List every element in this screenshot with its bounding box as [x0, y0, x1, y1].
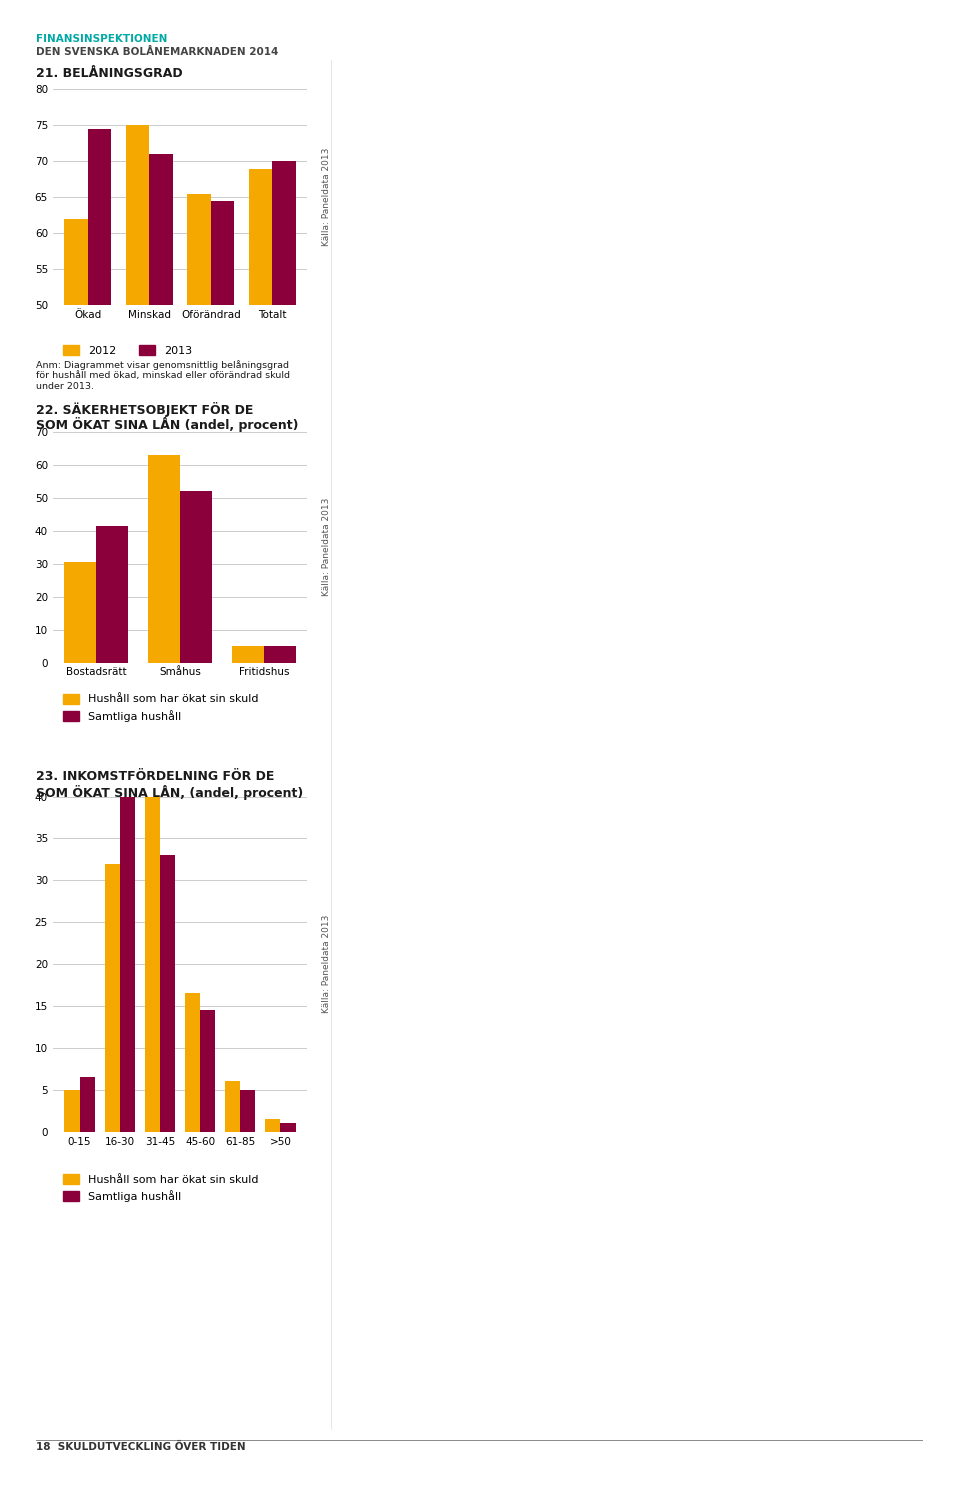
- Bar: [225, 1081, 240, 1132]
- Text: för hushåll med ökad, minskad eller oförändrad skuld: för hushåll med ökad, minskad eller oför…: [36, 371, 291, 380]
- Bar: [64, 219, 87, 666]
- Bar: [145, 797, 160, 1132]
- Text: 23. INKOMSTFÖRDELNING FÖR DE: 23. INKOMSTFÖRDELNING FÖR DE: [36, 770, 275, 783]
- Text: Anm: Diagrammet visar genomsnittlig belåningsgrad: Anm: Diagrammet visar genomsnittlig belå…: [36, 360, 290, 369]
- Bar: [185, 993, 200, 1132]
- Bar: [273, 161, 296, 666]
- Bar: [126, 125, 149, 666]
- Bar: [265, 1120, 280, 1132]
- Text: DEN SVENSKA BOLÅNEMARKNADEN 2014: DEN SVENSKA BOLÅNEMARKNADEN 2014: [36, 48, 278, 57]
- Bar: [200, 1010, 215, 1132]
- Bar: [105, 864, 120, 1132]
- Text: 21. BELÅNINGSGRAD: 21. BELÅNINGSGRAD: [36, 67, 183, 80]
- Bar: [80, 1077, 95, 1132]
- Bar: [280, 1123, 296, 1132]
- Text: FINANSINSPEKTIONEN: FINANSINSPEKTIONEN: [36, 34, 168, 43]
- Bar: [187, 194, 211, 666]
- Bar: [96, 526, 128, 663]
- Text: 18  SKULDUTVECKLING ÖVER TIDEN: 18 SKULDUTVECKLING ÖVER TIDEN: [36, 1443, 246, 1452]
- Bar: [148, 456, 180, 663]
- Legend: 2012, 2013: 2012, 2013: [59, 341, 197, 360]
- Bar: [160, 855, 175, 1132]
- Bar: [149, 153, 173, 666]
- Bar: [180, 491, 212, 663]
- Bar: [64, 1090, 80, 1132]
- Bar: [249, 168, 273, 666]
- Bar: [264, 646, 296, 663]
- Text: Källa: Paneldata 2013: Källa: Paneldata 2013: [323, 147, 331, 247]
- Text: under 2013.: under 2013.: [36, 381, 94, 390]
- Legend: Hushåll som har ökat sin skuld, Samtliga hushåll: Hushåll som har ökat sin skuld, Samtliga…: [59, 689, 263, 727]
- Bar: [211, 201, 234, 666]
- Text: SOM ÖKAT SINA LÅN, (andel, procent): SOM ÖKAT SINA LÅN, (andel, procent): [36, 785, 303, 800]
- Text: 22. SÄKERHETSOBJEKT FÖR DE: 22. SÄKERHETSOBJEKT FÖR DE: [36, 402, 253, 417]
- Bar: [64, 561, 96, 663]
- Bar: [232, 646, 264, 663]
- Legend: Hushåll som har ökat sin skuld, Samtliga hushåll: Hushåll som har ökat sin skuld, Samtliga…: [59, 1169, 263, 1206]
- Text: SOM ÖKAT SINA LÅN (andel, procent): SOM ÖKAT SINA LÅN (andel, procent): [36, 417, 299, 432]
- Bar: [120, 797, 135, 1132]
- Text: Källa: Paneldata 2013: Källa: Paneldata 2013: [323, 497, 331, 597]
- Bar: [87, 130, 111, 666]
- Text: Källa: Paneldata 2013: Källa: Paneldata 2013: [323, 914, 331, 1014]
- Bar: [240, 1090, 255, 1132]
